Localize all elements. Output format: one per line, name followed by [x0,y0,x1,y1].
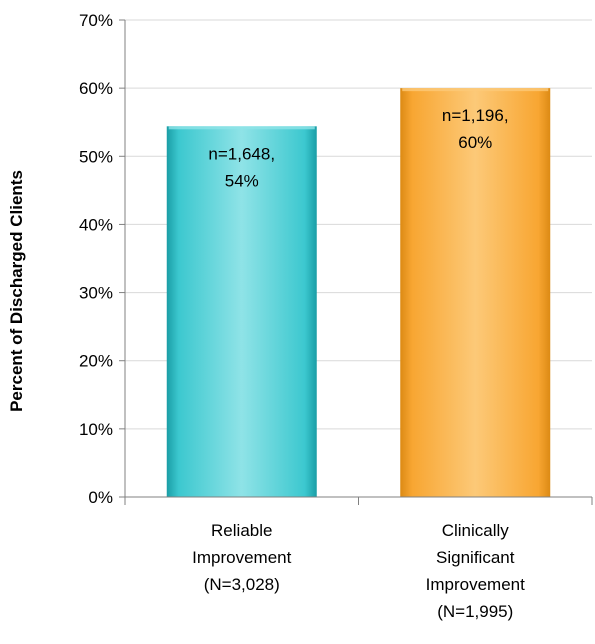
y-tick-label: 40% [79,215,113,234]
x-category-label: Reliable [211,521,272,540]
y-tick-label: 60% [79,79,113,98]
y-axis-title: Percent of Discharged Clients [7,170,26,412]
data-label: n=1,196, [442,106,509,125]
y-tick-label: 30% [79,284,113,303]
y-tick-label: 10% [79,420,113,439]
bar-bevel [402,88,549,92]
axes [119,19,593,505]
bars [166,88,551,498]
data-label: 60% [458,133,492,152]
y-tick-label: 70% [79,11,113,30]
x-category-label: Clinically [442,521,510,540]
y-tick-labels: 0% 10% 20% 30% 40% 50% 60% 70% [79,11,113,507]
x-category-label: (N=3,028) [204,575,280,594]
data-label: n=1,648, [208,144,275,163]
y-tick-label: 20% [79,352,113,371]
bar-bevel [168,126,315,130]
x-category-labels: Reliable Improvement (N=3,028) Clinically Si… [192,521,525,621]
y-tick-label: 0% [88,488,113,507]
bar-0 [166,126,317,497]
x-category-label: (N=1,995) [437,602,513,621]
x-category-label: Improvement [426,575,525,594]
y-tick-label: 50% [79,147,113,166]
x-category-label: Improvement [192,548,291,567]
data-labels: n=1,648, 54% n=1,196, 60% [208,106,508,190]
x-category-label: Significant [436,548,515,567]
bar-1 [400,88,551,498]
data-label: 54% [225,171,259,190]
